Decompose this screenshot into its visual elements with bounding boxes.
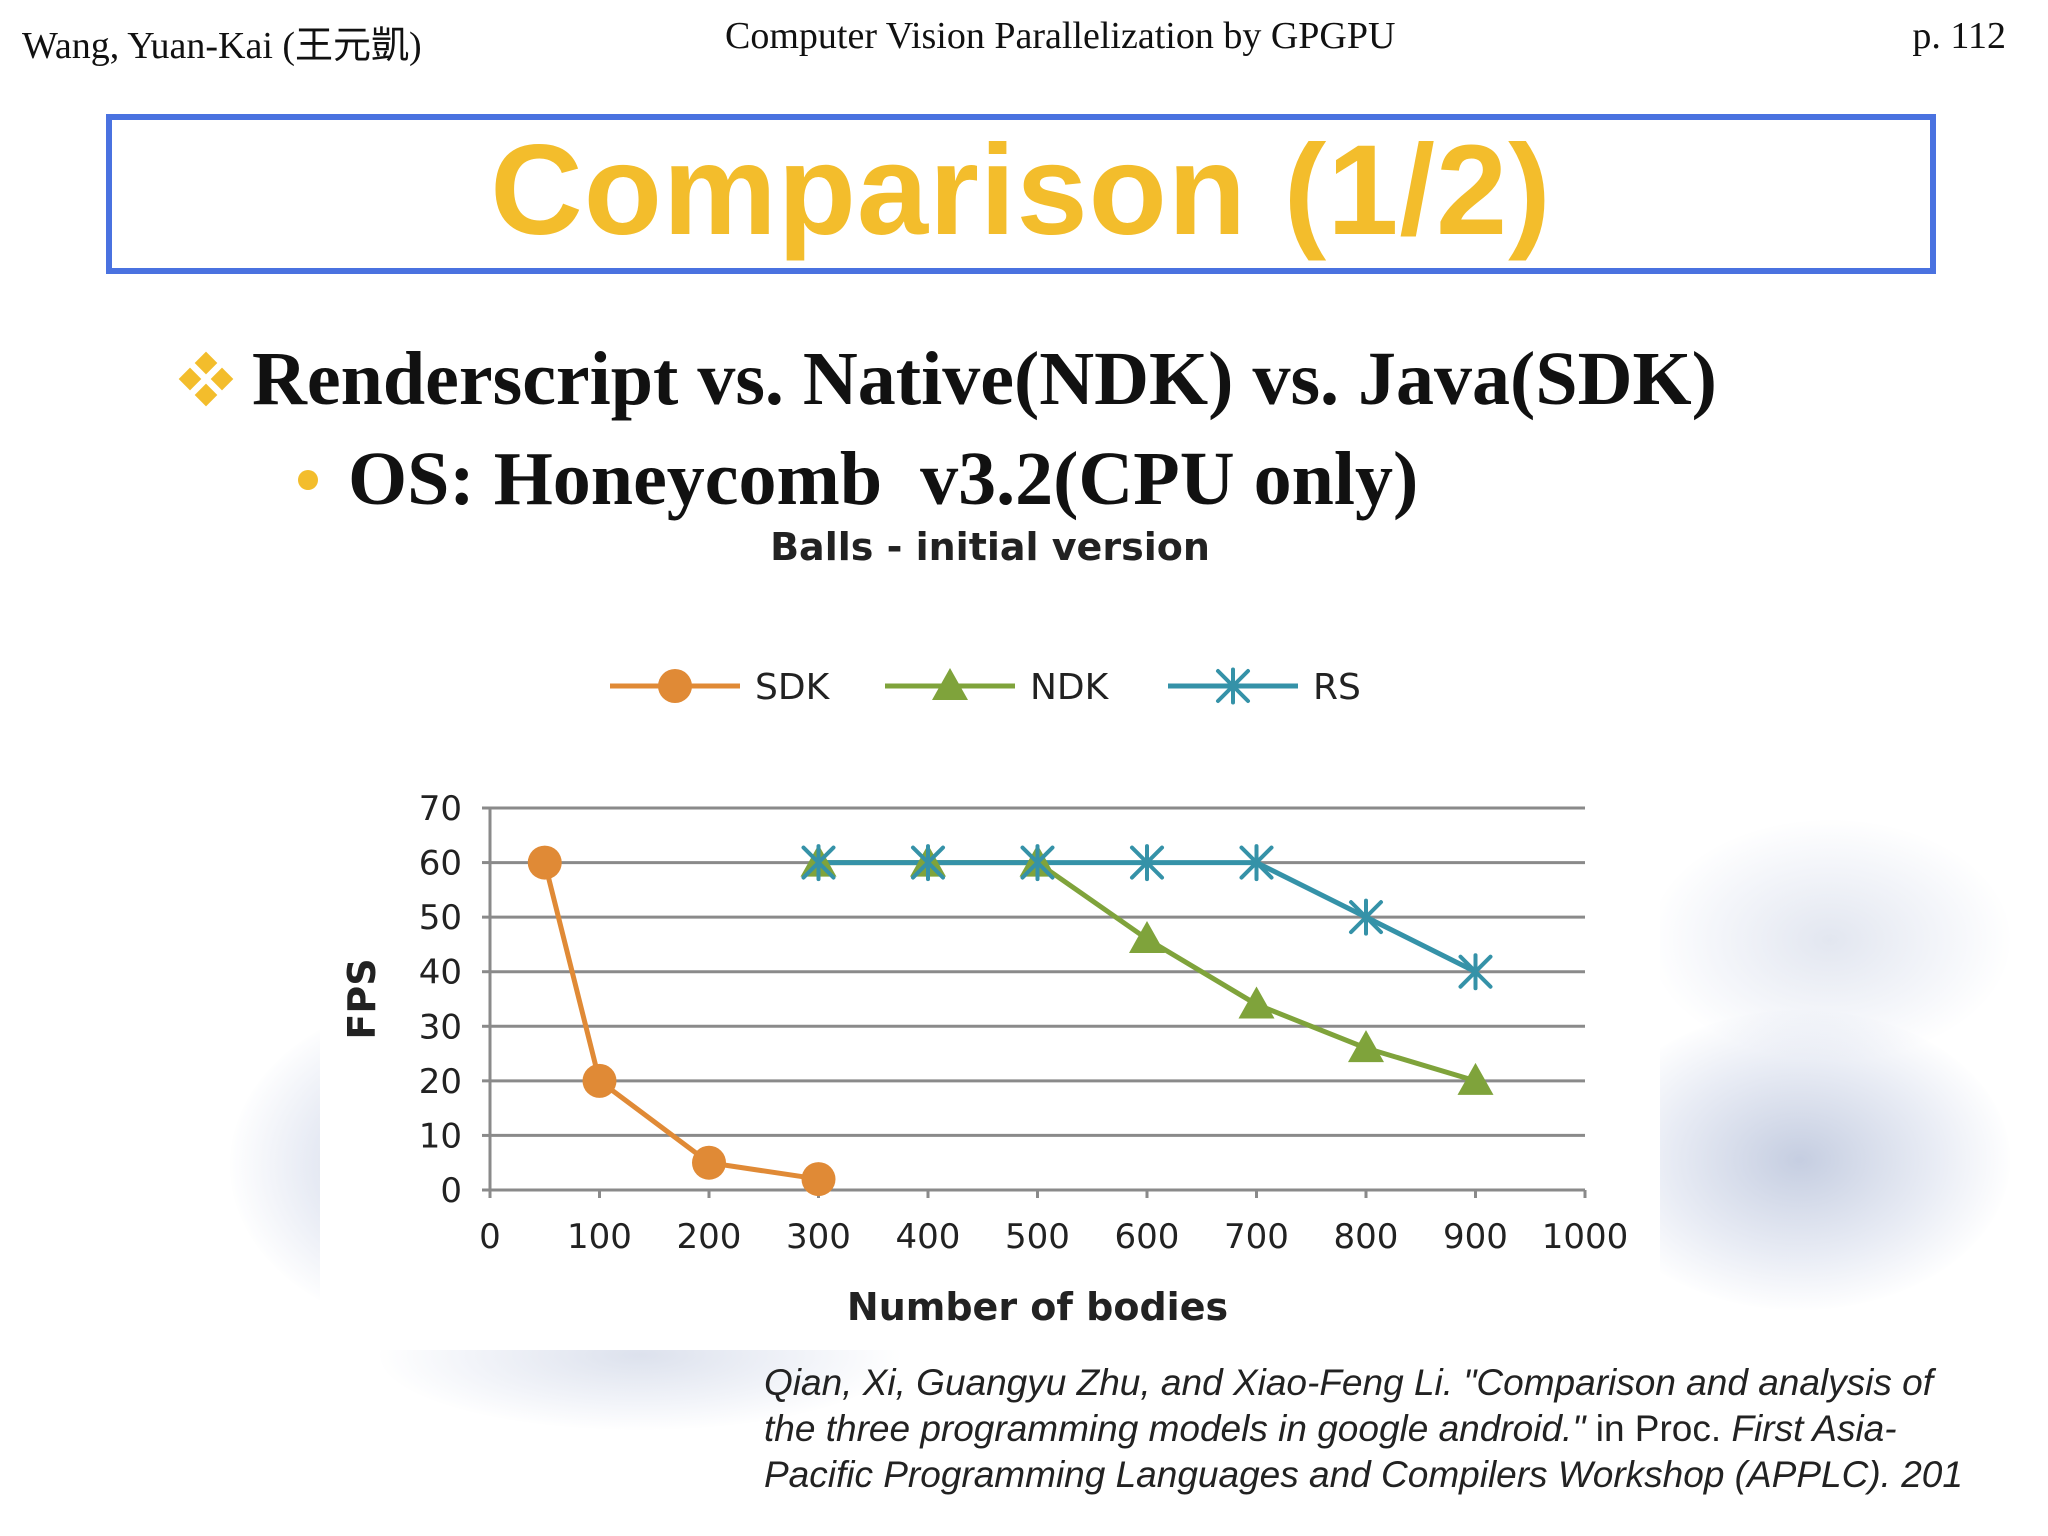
legend-marker-rs bbox=[1216, 667, 1250, 705]
data-point-rs bbox=[1239, 844, 1274, 882]
bullet-level-2: OS: Honeycomb v3.2(CPU only) bbox=[298, 436, 1418, 523]
citation-authors-title: Qian, Xi, Guangyu Zhu, and Xiao-Feng Li.… bbox=[764, 1362, 1934, 1403]
y-tick-label: 10 bbox=[419, 1116, 462, 1156]
slide-title: Comparison (1/2) bbox=[490, 119, 1552, 262]
x-tick-label: 400 bbox=[896, 1217, 961, 1257]
bullet-text-comparison: Renderscript vs. Native(NDK) vs. Java(SD… bbox=[252, 337, 1717, 421]
x-axis-label: Number of bodies bbox=[847, 1285, 1228, 1329]
header-author: Wang, Yuan-Kai (王元凱) bbox=[22, 25, 422, 67]
data-point-ndk bbox=[1238, 986, 1275, 1019]
citation-venue-start: First Asia- bbox=[1731, 1408, 1897, 1449]
x-tick-label: 600 bbox=[1115, 1217, 1180, 1257]
data-point-sdk bbox=[527, 845, 562, 880]
data-point-rs bbox=[911, 844, 945, 882]
background-cloud bbox=[1590, 1010, 2010, 1310]
x-tick-label: 1000 bbox=[1542, 1217, 1629, 1257]
x-tick-label: 900 bbox=[1443, 1217, 1508, 1257]
citation-in-proc: in Proc. bbox=[1585, 1408, 1732, 1449]
x-tick-label: 500 bbox=[1005, 1217, 1070, 1257]
legend-label-sdk: SDK bbox=[755, 667, 831, 708]
y-tick-label: 60 bbox=[419, 844, 462, 884]
data-point-sdk bbox=[801, 1162, 836, 1197]
legend-marker-ndk bbox=[932, 668, 968, 700]
data-point-rs bbox=[1349, 898, 1383, 936]
series-line-sdk bbox=[542, 861, 819, 1182]
y-tick-label: 0 bbox=[440, 1171, 462, 1211]
x-tick-label: 800 bbox=[1334, 1217, 1399, 1257]
legend-label-ndk: NDK bbox=[1030, 667, 1110, 708]
data-point-ndk bbox=[1348, 1030, 1384, 1063]
x-tick-label: 700 bbox=[1224, 1217, 1289, 1257]
x-tick-label: 200 bbox=[677, 1217, 742, 1257]
x-tick-label: 300 bbox=[786, 1217, 851, 1257]
x-tick-label: 0 bbox=[479, 1217, 501, 1257]
chart-title: Balls - initial version bbox=[770, 530, 1210, 569]
header-page-number: p. 112 bbox=[1912, 15, 2006, 57]
y-tick-label: 70 bbox=[419, 789, 462, 829]
header-course-title: Computer Vision Parallelization by GPGPU bbox=[725, 15, 1396, 57]
data-point-ndk bbox=[1129, 920, 1165, 953]
data-point-rs bbox=[1130, 844, 1164, 882]
citation: Qian, Xi, Guangyu Zhu, and Xiao-Feng Li.… bbox=[764, 1360, 2048, 1498]
background-cloud bbox=[1650, 820, 2010, 1060]
chart-panel: Balls - initial version 0 10 20 30 40 50 60 70 0 1… bbox=[320, 525, 1660, 1350]
dot-bullet-icon bbox=[298, 469, 318, 490]
legend-marker-sdk bbox=[658, 669, 692, 703]
data-point-rs bbox=[1458, 953, 1493, 991]
y-tick-label: 20 bbox=[419, 1062, 462, 1102]
x-tick-label: 100 bbox=[567, 1217, 632, 1257]
citation-venue-end: Pacific Programming Languages and Compil… bbox=[764, 1454, 1963, 1495]
y-tick-label: 30 bbox=[419, 1007, 462, 1047]
bullet-level-1: Renderscript vs. Native(NDK) vs. Java(SD… bbox=[178, 336, 1717, 423]
y-axis-label: FPS bbox=[340, 958, 384, 1039]
data-point-sdk bbox=[692, 1145, 726, 1180]
data-point-sdk bbox=[582, 1063, 617, 1098]
citation-title-end: the three programming models in google a… bbox=[764, 1408, 1586, 1449]
legend-label-rs: RS bbox=[1313, 667, 1361, 708]
diamond-bullet-icon bbox=[178, 351, 234, 406]
y-tick-label: 50 bbox=[419, 898, 462, 938]
slide-title-box: Comparison (1/2) bbox=[106, 114, 1936, 274]
y-tick-label: 40 bbox=[419, 953, 462, 993]
data-point-ndk bbox=[1457, 1062, 1494, 1095]
bullet-text-os: OS: Honeycomb v3.2(CPU only) bbox=[348, 437, 1419, 521]
data-point-rs bbox=[801, 844, 836, 882]
data-point-rs bbox=[1020, 844, 1055, 882]
